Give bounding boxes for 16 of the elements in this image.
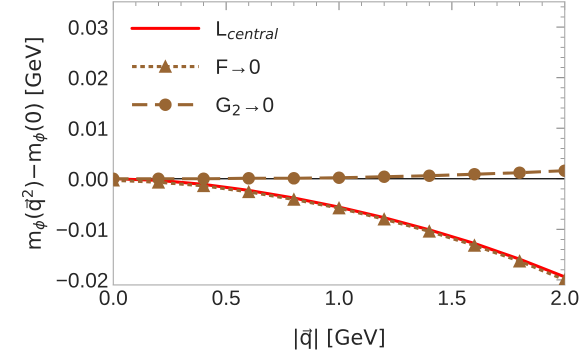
y-tick-label: −0.01 [56,222,108,238]
legend-label: G$_{2}$→0 [216,97,274,116]
x-axis-title: |q⃗| [GeV] [294,328,384,350]
y-tick-label: 0.03 [68,20,108,35]
x-tick-label: 1.0 [326,290,353,306]
y-axis-title: m$_{ϕ}$(q⃗$^{2}$)−m$_{ϕ}$(0) [GeV] [22,38,48,248]
y-tick-label: 0.02 [68,70,108,86]
y-tick-label: 0.00 [68,172,108,187]
x-tick-label: 1.5 [438,290,466,306]
y-tick-label: 0.01 [68,121,108,136]
y-tick-label: −0.02 [56,272,108,288]
legend-label: L$_{central}$ [217,21,278,40]
x-tick-label: 2.0 [551,290,578,306]
legend-label: F→0 [217,59,260,74]
x-tick-label: 0.5 [212,290,240,306]
x-tick-label: 0.0 [100,290,127,306]
